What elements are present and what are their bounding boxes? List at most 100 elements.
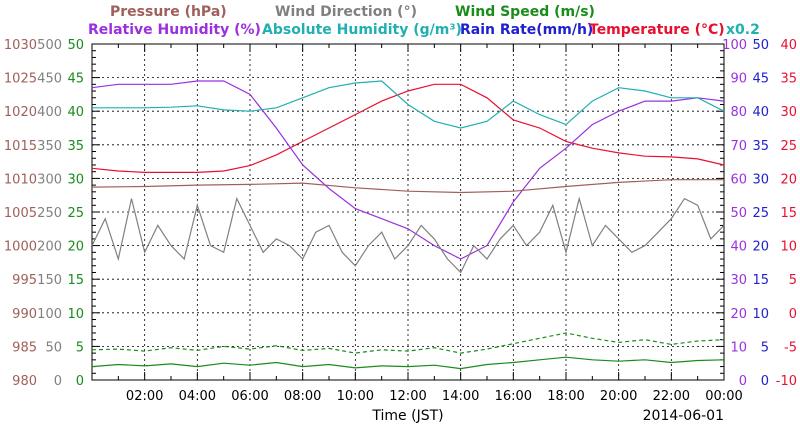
grid [92,44,724,380]
y-tick-label-pressure: 985 [12,340,37,355]
y-tick-label-wind-dir: 150 [37,273,62,288]
y-tick-label-rain: 15 [752,273,769,288]
y-tick-label-rh: 40 [730,240,747,255]
y-tick-label-wind-speed: 40 [67,105,84,120]
y-tick-label-rh: 50 [730,206,747,221]
y-tick-label-pressure: 1005 [4,206,37,221]
y-tick-label-wind-dir: 400 [37,105,62,120]
chart-date: 2014-06-01 [643,408,724,424]
y-tick-label-temp: -10 [776,374,797,389]
y-tick-label-temp: 5 [789,273,797,288]
x-axis-label: Time (JST) [371,408,443,424]
x-tick-label: 00:00 [705,389,742,404]
series-line-pressure [91,179,724,194]
y-tick-label-rh: 60 [730,172,747,187]
y-tick-label-rh: 70 [730,139,747,154]
series-line-temp [91,83,725,173]
y-tick-label-temp: -5 [784,340,797,355]
x-tick-label: 12:00 [389,389,426,404]
x-tick-label: 16:00 [495,389,532,404]
x-tick-label: 14:00 [442,389,479,404]
legend-scale-note: x0.2 [726,22,760,38]
y-tick-label-rain: 30 [752,172,769,187]
y-tick-label-pressure: 1025 [4,72,37,87]
y-tick-label-wind-dir: 0 [54,374,62,389]
y-tick-label-wind-speed: 20 [67,240,84,255]
y-tick-label-wind-speed: 5 [76,340,84,355]
y-tick-label-wind-speed: 35 [67,139,84,154]
x-tick-label: 18:00 [547,389,584,404]
y-tick-label-pressure: 1015 [4,139,37,154]
y-tick-label-rh: 0 [739,374,747,389]
y-tick-label-rain: 10 [752,307,769,322]
y-tick-label-rain: 50 [752,38,769,53]
y-tick-label-temp: 30 [780,105,797,120]
y-tick-label-rain: 5 [761,340,769,355]
left-axes: 9809859909951000100510101015102010251030… [4,38,84,389]
y-tick-label-wind-speed: 10 [67,307,84,322]
y-tick-label-wind-dir: 100 [37,307,62,322]
y-tick-label-temp: 15 [780,206,797,221]
series [91,80,725,370]
y-tick-label-pressure: 990 [12,307,37,322]
y-tick-label-wind-speed: 0 [76,374,84,389]
ticks [91,43,725,381]
series-line-wind-gust [91,332,725,354]
y-tick-label-pressure: 1000 [4,240,37,255]
series-line-ah [92,80,725,129]
x-tick-label: 20:00 [600,389,637,404]
legend-rain-rate: Rain Rate(mm/h) [460,22,593,38]
legend-temperature: Temperature (°C) [589,22,725,38]
y-tick-label-temp: 25 [780,139,797,154]
legend-absolute-humidity: Absolute Humidity (g/m³) [262,22,462,38]
legend-wind-speed: Wind Speed (m/s) [455,4,595,20]
y-tick-label-wind-dir: 50 [45,340,62,355]
y-tick-label-rh: 10 [730,340,747,355]
x-tick-label: 08:00 [284,389,321,404]
x-tick-label: 04:00 [179,389,216,404]
y-tick-label-rh: 90 [730,72,747,87]
y-tick-label-pressure: 1010 [4,172,37,187]
y-tick-label-rain: 45 [752,72,769,87]
y-tick-label-wind-dir: 500 [37,38,62,53]
legend-pressure: Pressure (hPa) [110,4,227,20]
y-tick-label-wind-dir: 300 [37,172,62,187]
y-tick-label-wind-speed: 30 [67,172,84,187]
y-tick-label-rh: 30 [730,273,747,288]
y-tick-label-temp: 0 [789,307,797,322]
y-tick-label-rh: 100 [722,38,747,53]
y-tick-label-wind-dir: 450 [37,72,62,87]
y-tick-label-wind-dir: 200 [37,240,62,255]
y-tick-label-rain: 0 [761,374,769,389]
y-tick-label-pressure: 995 [12,273,37,288]
series-line-wind-dir [91,196,725,274]
y-tick-label-pressure: 1030 [4,38,37,53]
y-tick-label-temp: 35 [780,72,797,87]
y-tick-label-rain: 35 [752,139,769,154]
y-tick-label-rh: 80 [730,105,747,120]
x-tick-label: 10:00 [337,389,374,404]
y-tick-label-wind-dir: 250 [37,206,62,221]
y-tick-label-rain: 25 [752,206,769,221]
y-tick-label-temp: 10 [780,240,797,255]
y-tick-label-rain: 40 [752,105,769,120]
right-axes: 0102030405060708090100051015202530354045… [722,38,797,389]
x-tick-labels: 02:00 04:00 06:00 08:00 10:00 12:00 14:00 16:00… [126,389,743,404]
y-tick-label-pressure: 980 [12,374,37,389]
y-tick-label-rain: 20 [752,240,769,255]
y-tick-label-wind-dir: 350 [37,139,62,154]
y-tick-label-temp: 20 [780,172,797,187]
x-tick-label: 22:00 [653,389,690,404]
x-tick-label: 02:00 [126,389,163,404]
x-tick-label: 06:00 [231,389,268,404]
y-tick-label-wind-speed: 50 [67,38,84,53]
y-tick-label-pressure: 1020 [4,105,37,120]
series-line-wind-speed [91,356,725,370]
legend-wind-direction: Wind Direction (°) [275,4,417,20]
y-tick-label-temp: 40 [780,38,797,53]
series-line-rh [91,80,725,260]
legend-relative-humidity: Relative Humidity (%) [88,22,261,38]
y-tick-label-wind-speed: 15 [67,273,84,288]
y-tick-label-wind-speed: 45 [67,72,84,87]
